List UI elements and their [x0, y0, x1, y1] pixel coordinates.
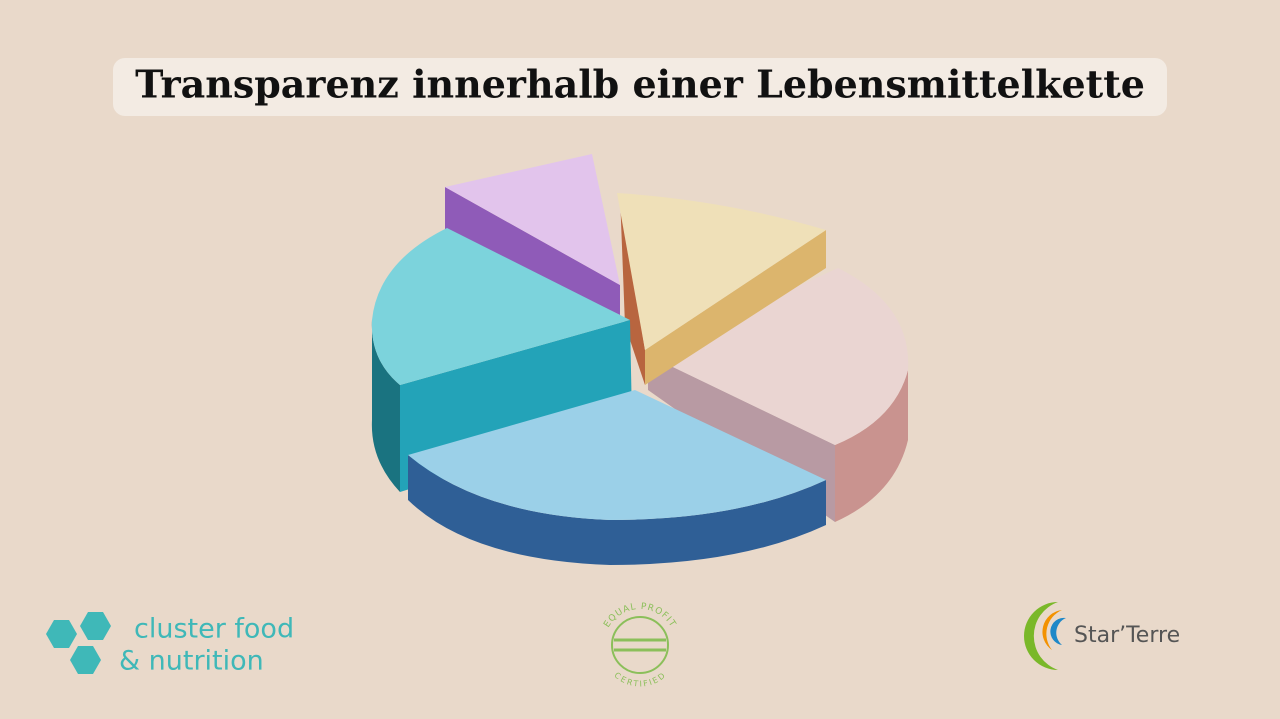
slice-top	[408, 390, 826, 520]
starterre-logo: Star’Terre	[1024, 602, 1180, 670]
logo-arc	[1050, 617, 1066, 645]
title: Transparenz innerhalb einer Lebensmittel…	[135, 62, 1145, 107]
slice-side	[445, 187, 620, 315]
slice-top	[445, 154, 620, 285]
pie-illustration	[371, 154, 909, 565]
title-box	[113, 58, 1167, 116]
logo-ring	[611, 616, 669, 674]
slice-side	[408, 455, 826, 565]
logo-text: Star’Terre	[1074, 623, 1180, 648]
slice-side	[371, 320, 400, 492]
logo-text: & nutrition	[119, 646, 264, 677]
logo-arc	[1042, 610, 1062, 650]
slice-side	[835, 370, 908, 522]
slice-top	[648, 268, 909, 445]
slice-side	[645, 230, 826, 385]
slice-top	[371, 228, 630, 385]
hexagon	[46, 620, 77, 648]
slice-top	[617, 193, 826, 350]
hexagon	[80, 612, 111, 640]
logo-arc	[1024, 602, 1058, 670]
hexagon	[70, 646, 101, 674]
logo-text: cluster food	[134, 614, 294, 645]
cluster-logo: cluster food & nutrition	[46, 612, 294, 677]
